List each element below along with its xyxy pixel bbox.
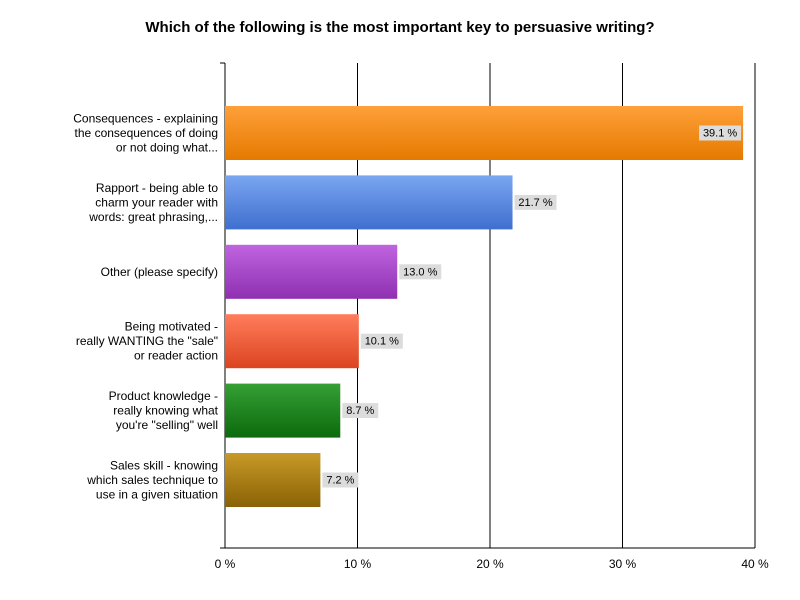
- category-label-line: you're "selling" well: [116, 418, 218, 432]
- bar: [225, 175, 513, 230]
- category-label-line: or reader action: [134, 349, 218, 363]
- bar: [225, 383, 341, 438]
- data-label-bg: [399, 264, 442, 280]
- data-label-bg: [514, 194, 557, 210]
- bar: [225, 314, 359, 369]
- data-label-bg: [322, 472, 359, 488]
- x-tick-label: 0 %: [215, 557, 236, 571]
- data-label-bg: [342, 403, 379, 419]
- category-label-line: use in a given situation: [96, 488, 218, 502]
- data-label: 8.7 %: [346, 405, 374, 417]
- category-label-line: which sales technique to: [86, 473, 218, 487]
- category-label-line: Rapport - being able to: [96, 181, 218, 195]
- category-labels: Consequences - explaining the consequence…: [73, 112, 218, 502]
- data-label-bg: [699, 125, 742, 141]
- data-label-bg: [360, 333, 403, 349]
- category-label: Sales skill - knowing which sales techniq…: [86, 459, 218, 502]
- category-label-line: really knowing what: [113, 404, 218, 418]
- category-label-line: charm your reader with: [95, 195, 218, 209]
- category-label: Consequences - explaining the consequence…: [73, 112, 218, 155]
- category-label: Rapport - being able to charm your reader…: [88, 181, 218, 224]
- category-label-line: Product knowledge -: [109, 389, 218, 403]
- x-tick-labels: 0 % 10 % 20 % 30 % 40 %: [215, 557, 769, 571]
- x-tick-label: 10 %: [344, 557, 372, 571]
- category-label: Being motivated -really WANTING the "sal…: [76, 320, 218, 363]
- x-tick-label: 20 %: [476, 557, 504, 571]
- category-label: Other (please specify): [101, 265, 218, 279]
- bar: [225, 453, 321, 507]
- x-tick-label: 40 %: [741, 557, 769, 571]
- category-label-line: or not doing what...: [116, 141, 218, 155]
- category-label-line: Other (please specify): [101, 265, 218, 279]
- bar: [225, 106, 744, 160]
- category-label-line: Being motivated -: [125, 320, 218, 334]
- category-label-line: the consequences of doing: [75, 126, 218, 140]
- category-label-line: Consequences - explaining: [73, 112, 218, 126]
- category-label-line: words: great phrasing,...: [88, 210, 218, 224]
- x-tick-label: 30 %: [609, 557, 637, 571]
- bars: [225, 106, 744, 507]
- data-label: 13.0 %: [403, 266, 437, 278]
- data-label: 39.1 %: [703, 128, 737, 140]
- data-label: 7.2 %: [326, 475, 354, 487]
- data-label: 21.7 %: [518, 197, 552, 209]
- category-label-line: Sales skill - knowing: [110, 459, 218, 473]
- data-label: 10.1 %: [365, 336, 399, 348]
- bar: [225, 244, 398, 299]
- category-label: Product knowledge -really knowing what yo…: [109, 389, 219, 432]
- chart-title: Which of the following is the most impor…: [145, 19, 654, 36]
- data-labels: 39.1 % 21.7 % 13.0 % 10.1 % 8.7 % 7.2 %: [322, 125, 742, 488]
- category-label-line: really WANTING the "sale": [76, 334, 218, 348]
